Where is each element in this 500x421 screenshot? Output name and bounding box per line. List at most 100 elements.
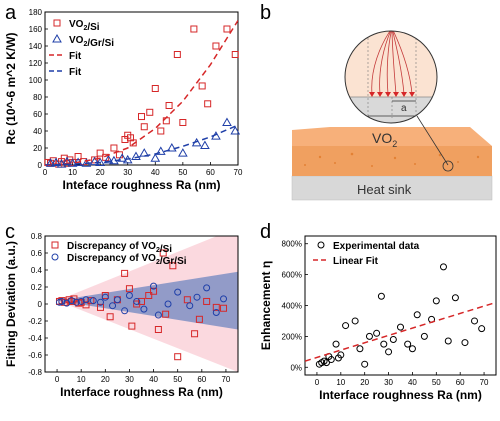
y-axis-title: Fitting Deviation (a.u.) — [4, 241, 18, 367]
data-point — [365, 332, 373, 340]
data-point — [327, 356, 335, 364]
data-point — [231, 51, 239, 58]
heat-sink-front — [291, 175, 493, 201]
data-point — [89, 297, 97, 305]
data-point — [101, 293, 109, 301]
x-tick-label: 20 — [96, 168, 105, 177]
y-tick-label: 0.8 — [31, 232, 43, 241]
legend-label: Discrepancy of VO2/Gr/Si — [67, 253, 187, 267]
data-point — [165, 102, 173, 109]
x-tick-label: 30 — [125, 375, 134, 384]
x-axis-title: Inteface roughness Ra (nm) — [62, 178, 220, 192]
data-point — [128, 322, 136, 330]
data-point — [193, 293, 201, 301]
x-tick-label: 20 — [101, 375, 110, 384]
data-point — [322, 359, 330, 367]
data-point — [146, 108, 154, 116]
panel-letter-c: c — [5, 221, 15, 243]
data-point — [96, 303, 104, 311]
y-tick-label: 0 — [38, 161, 43, 170]
x-axis-title: Interface roughness Ra (nm) — [60, 385, 223, 399]
particles — [304, 152, 480, 167]
data-point — [51, 157, 61, 166]
data-point — [169, 262, 177, 270]
data-point — [140, 305, 148, 313]
dim-a-label: a — [401, 103, 407, 114]
y-tick-label: 600% — [282, 271, 302, 280]
data-point — [150, 287, 158, 295]
y-tick-label: 120 — [29, 59, 43, 68]
data-point — [413, 311, 421, 319]
data-point — [183, 296, 191, 304]
data-point — [150, 153, 161, 162]
x-tick-label: 40 — [408, 378, 417, 387]
y-axis-title: Enhancement η — [259, 261, 273, 350]
data-point — [131, 151, 141, 160]
zoom-connector — [416, 115, 449, 166]
x-tick-label: 20 — [360, 378, 369, 387]
legend-label: VO2/Si — [69, 19, 100, 33]
x-tick-label: 10 — [336, 378, 345, 387]
data-point — [139, 148, 150, 157]
data-point — [174, 353, 182, 361]
y-tick-label: 0% — [290, 363, 302, 372]
y-tick-label: 20 — [33, 144, 42, 153]
data-point — [200, 140, 210, 149]
data-point — [87, 297, 95, 305]
data-point — [223, 25, 231, 33]
legend-label: Discrepancy of VO2/Si — [67, 241, 172, 255]
y-tick-label: 40 — [33, 127, 42, 136]
data-point — [373, 329, 381, 337]
y-tick-label: -0.6 — [28, 351, 42, 360]
legend-swatch — [53, 19, 61, 27]
y-tick-label: 200% — [282, 332, 302, 341]
plot-a: 0 10 20 30 40 50 60 70 0 20 40 60 80 100 120 140 160 180 I… — [4, 8, 243, 192]
data-point — [145, 292, 153, 299]
zoom-origin — [442, 160, 454, 172]
data-point — [397, 323, 404, 331]
y-tick-label: 0.4 — [31, 266, 43, 275]
data-point — [222, 117, 232, 126]
x-tick-label: 60 — [197, 375, 206, 384]
data-point — [77, 297, 85, 305]
panel-letter-d: d — [260, 221, 271, 243]
data-point — [121, 269, 129, 277]
data-point — [203, 284, 211, 292]
data-point — [133, 297, 141, 305]
data-point — [154, 311, 162, 319]
data-point — [220, 304, 228, 312]
legend-swatch — [317, 241, 325, 249]
panel-letter-b: b — [260, 2, 271, 24]
x-tick-label: 50 — [178, 168, 187, 177]
legend-label: VO2/Gr/Si — [69, 35, 114, 49]
data-point — [150, 282, 158, 290]
data-point — [191, 330, 199, 338]
data-point — [154, 326, 162, 333]
data-point — [337, 351, 345, 359]
data-point — [361, 360, 369, 368]
x-tick-label: 70 — [234, 168, 243, 177]
legend-swatch — [52, 33, 62, 43]
data-point — [204, 100, 212, 108]
data-point — [356, 345, 364, 353]
data-point — [138, 297, 145, 305]
data-point — [404, 340, 412, 348]
y-tick-label: -0.8 — [28, 368, 42, 377]
data-point — [212, 303, 220, 311]
data-point — [109, 302, 117, 310]
vo2-layer-front — [292, 146, 492, 176]
data-point — [155, 146, 166, 155]
y-tick-label: 0 — [38, 300, 43, 309]
data-point — [113, 296, 121, 304]
data-point — [451, 294, 459, 302]
x-tick-label: 50 — [432, 378, 441, 387]
data-point — [74, 153, 82, 160]
x-tick-label: 50 — [173, 375, 182, 384]
plot-frame — [44, 11, 239, 166]
x-tick-label: 60 — [206, 168, 215, 177]
zoom-view: a b — [345, 31, 437, 123]
data-point — [103, 154, 114, 164]
data-point — [121, 307, 129, 315]
x-tick-label: 40 — [149, 375, 158, 384]
data-point — [444, 337, 452, 345]
